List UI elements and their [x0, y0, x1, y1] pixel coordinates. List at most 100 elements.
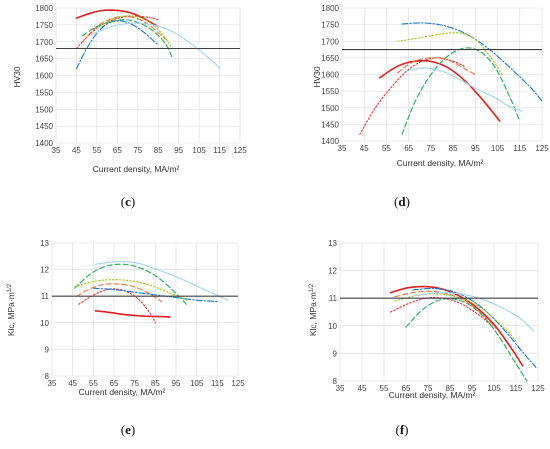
panel-f-xlabel: Current density, MA/m²: [389, 390, 476, 400]
panel-f-label-letter: f: [400, 422, 405, 437]
panel-e-ylabel-main: Klc, MPa·m: [6, 292, 16, 336]
panel-d-plot-area: 1400 1450 1500 1550 1600 1650 1700 1750 1800 35 45…: [321, 4, 549, 153]
panel-f-series-7-line: [416, 292, 535, 332]
panel-f-ylabel-sup: 1/2: [309, 283, 315, 292]
panel-c-ytick-label-6: 1700: [35, 38, 53, 47]
panel-e-xtick-label-0: 35: [48, 379, 57, 388]
panel-f-xtick-label-5: 85: [446, 384, 455, 393]
panel-d-xtick-label-4: 75: [426, 144, 435, 153]
panel-f-ytick-label-2: 10: [328, 322, 337, 331]
panel-d-xtick-label-8: 115: [513, 144, 526, 153]
panel-e-label-letter: e: [125, 422, 131, 437]
panel-c-ytick-label-2: 1500: [35, 105, 53, 114]
panel-f-xtick-label-1: 45: [358, 384, 367, 393]
panel-d-ytick-label-8: 1800: [321, 4, 339, 13]
panel-c-ytick-label-5: 1650: [35, 55, 53, 64]
panel-d-series-6-line: [397, 32, 503, 76]
panel-f-xtick-label-8: 115: [510, 384, 523, 393]
panel-c-xtick-label-3: 65: [113, 146, 122, 155]
panel-d-ytick-label-7: 1750: [321, 21, 339, 30]
panel-c-ytick-label-3: 1550: [35, 88, 53, 97]
panel-f-xtick-label-3: 65: [402, 384, 411, 393]
panel-e-xtick-label-7: 105: [190, 379, 204, 388]
panel-e-series-5-line: [74, 263, 187, 305]
panel-d-series-3-line: [397, 57, 476, 76]
panel-d-ytick-label-4: 1600: [321, 71, 339, 80]
panel-c-xtick-label-5: 85: [154, 146, 163, 155]
panel-f-xtick-label-2: 55: [380, 384, 389, 393]
panel-f-series-3-line: [394, 290, 497, 330]
panel-c-xtick-label-7: 105: [192, 146, 206, 155]
panel-e-label: (e): [121, 422, 135, 437]
panel-e-xtick-label-1: 45: [68, 379, 77, 388]
panel-f-ytick-label-1: 9: [333, 349, 338, 358]
panel-d-xtick-label-3: 65: [404, 144, 413, 153]
panel-f-xtick-label-4: 75: [424, 384, 433, 393]
panel-e-series-6-line: [74, 279, 187, 301]
panel-d-xtick-label-7: 105: [491, 144, 505, 153]
panel-e-ytick-label-3: 11: [41, 292, 50, 301]
panel-c-ylabel: HV30: [12, 66, 22, 88]
panel-d-ytick-label-2: 1500: [321, 104, 339, 113]
panel-d-xtick-label-5: 85: [449, 144, 458, 153]
panel-f-series-5-line: [405, 298, 528, 382]
panel-f-ytick-label-0: 8: [333, 377, 338, 386]
panel-c-xtick-label-8: 115: [213, 146, 226, 155]
panel-c-series-1-line: [75, 9, 160, 28]
panel-c-xtick-label-9: 125: [233, 146, 247, 155]
panel-c-plot-area: 1400 1450 1500 1550 1600 1650 1700 1750 1800 35 45…: [35, 4, 247, 155]
panel-e-series-7-line: [94, 260, 229, 301]
panel-f-xtick-label-6: 95: [468, 384, 477, 393]
panel-d-xtick-label-2: 55: [382, 144, 391, 153]
panel-f-xtick-label-0: 35: [336, 384, 345, 393]
panel-d-series-7-line: [405, 67, 523, 112]
panel-e-ytick-label-5: 13: [40, 239, 49, 248]
panel-f-ytick-label-5: 13: [328, 239, 337, 248]
panel-c-xtick-label-2: 55: [92, 146, 101, 155]
panel-c-xtick-label-4: 75: [133, 146, 142, 155]
panel-c-label-letter: c: [125, 194, 131, 209]
panel-e-ytick-label-4: 12: [40, 266, 49, 275]
panel-d-xtick-label-1: 45: [360, 144, 369, 153]
panel-e-ylabel-sup: 1/2: [7, 283, 13, 292]
panel-f-ylabel: Klc, MPa·m1/2: [308, 283, 318, 336]
panel-f-series-1-line: [389, 285, 524, 367]
panel-f-xtick-label-9: 125: [531, 384, 545, 393]
panel-c-series-2-line: [75, 15, 159, 50]
panel-d-xtick-label-9: 125: [535, 144, 549, 153]
panel-c: 1400 1450 1500 1550 1600 1650 1700 1750 1800 35 45…: [12, 4, 247, 209]
panel-e-xtick-label-6: 95: [172, 379, 181, 388]
panel-f-xtick-label-7: 105: [487, 384, 501, 393]
panel-e-ytick-label-1: 9: [45, 345, 50, 354]
panel-e-ytick-label-0: 8: [45, 372, 50, 381]
panel-e-series-3-line: [76, 283, 163, 303]
panel-d-series-2-line: [359, 57, 465, 135]
panel-f-ylabel-main: Klc, MPa·m: [308, 292, 318, 336]
panel-c-xtick-label-0: 35: [52, 146, 61, 155]
panel-d: 1400 1450 1500 1550 1600 1650 1700 1750 1800 35 45…: [312, 4, 549, 209]
panel-c-xlabel: Current density, MA/m²: [93, 164, 180, 174]
panel-c-series-7-line: [90, 22, 221, 70]
panel-e-xtick-label-5: 85: [151, 379, 160, 388]
panel-c-ytick-label-1: 1450: [35, 122, 53, 131]
panel-c-series-3-line: [82, 15, 169, 43]
panel-d-xtick-label-6: 95: [471, 144, 480, 153]
panel-c-ytick-label-0: 1400: [35, 139, 53, 148]
panel-d-ytick-label-3: 1550: [321, 87, 339, 96]
panel-e-ytick-label-2: 10: [40, 319, 49, 328]
panel-e-xtick-label-3: 65: [110, 379, 119, 388]
panel-c-xtick-label-1: 45: [72, 146, 81, 155]
panel-d-xtick-label-0: 35: [338, 144, 347, 153]
panel-c-ytick-label-4: 1600: [35, 72, 53, 81]
panel-e-ylabel: Klc, MPa·m1/2: [6, 283, 16, 336]
panel-e-plot-area: 8 9 10 11 12 13 35 45 55 65 75 85 95 105 115 125: [40, 239, 245, 388]
panel-e-xtick-label-4: 75: [130, 379, 139, 388]
panel-f-plot-area: 8 9 10 11 12 13 35 45 55 65 75 85 95 105 115 125: [328, 239, 545, 393]
panel-d-label-letter: d: [398, 194, 406, 209]
panel-e-xtick-label-8: 115: [211, 379, 224, 388]
panel-d-series-1-line: [378, 59, 501, 122]
panel-e-series-4-line: [92, 287, 218, 303]
panel-c-ytick-label-7: 1750: [35, 21, 53, 30]
panel-e-xtick-label-9: 125: [231, 379, 245, 388]
